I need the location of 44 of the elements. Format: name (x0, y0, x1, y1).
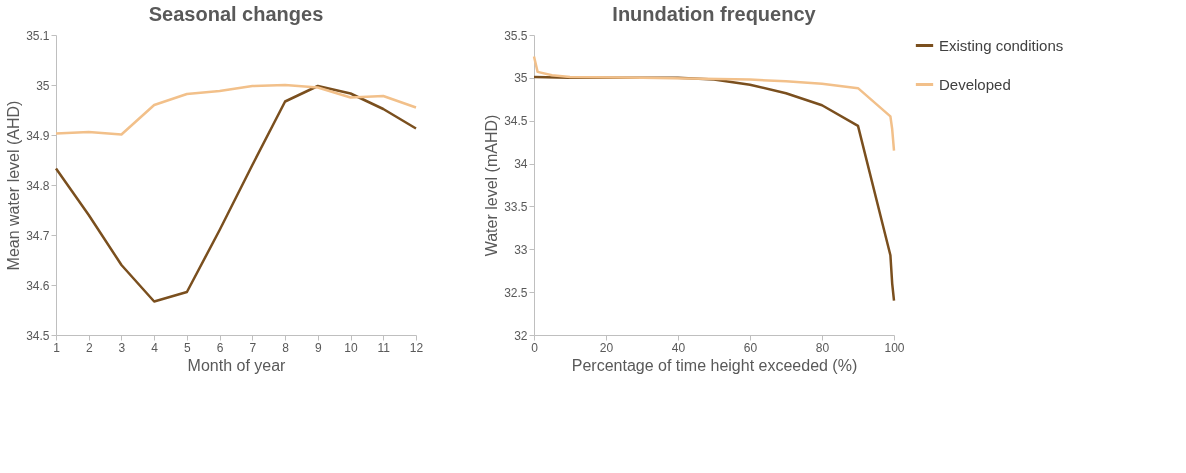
x-tick-label: 1 (53, 340, 61, 355)
x-tick-label: 3 (118, 340, 126, 355)
x-tick-label: 11 (377, 340, 391, 355)
line-series (54, 83, 418, 136)
x-tick-label: 4 (151, 340, 159, 355)
x-tick-label: 5 (184, 340, 192, 355)
x-axis-title: Month of year (187, 356, 287, 374)
y-tick-label: 34.8 (26, 178, 50, 193)
x-tick-label: 8 (282, 340, 290, 355)
x-axis-title: Percentage of time height exceeded (%) (571, 356, 858, 374)
x-tick-label: 10 (344, 340, 359, 355)
y-tick-label: 33.5 (504, 199, 528, 214)
y-tick-label: 34.6 (26, 278, 50, 293)
x-tick-label: 20 (599, 340, 614, 355)
line-series (532, 55, 896, 152)
y-axis-title: Mean water level (AHD) (5, 100, 23, 271)
y-tick-label: 35.5 (504, 28, 528, 43)
x-tick-label: 80 (815, 340, 830, 355)
x-tick-label: 2 (85, 340, 93, 355)
x-tick-label: 0 (531, 340, 539, 355)
y-axis-title: Water level (mAHD) (483, 114, 501, 257)
x-tick-label: 12 (409, 340, 424, 355)
y-tick-label: 34.7 (26, 228, 50, 243)
y-tick-label: 35.1 (26, 28, 50, 43)
chart-title: Seasonal changes (148, 3, 324, 25)
legend-label: Developed (939, 75, 1011, 93)
y-tick-label: 35 (36, 78, 50, 93)
x-tick-label: 6 (216, 340, 224, 355)
x-tick-label: 7 (249, 340, 257, 355)
x-tick-label: 40 (671, 340, 686, 355)
chart-title: Inundation frequency (612, 3, 817, 25)
line-series (54, 84, 418, 303)
x-tick-label: 9 (314, 340, 322, 355)
y-tick-label: 33 (514, 242, 528, 257)
y-tick-label: 32.5 (504, 285, 528, 300)
y-tick-label: 34.5 (504, 114, 528, 129)
y-tick-label: 34 (514, 157, 528, 172)
y-tick-label: 32 (514, 328, 528, 343)
y-tick-label: 34.9 (26, 128, 50, 143)
legend-label: Existing conditions (939, 36, 1064, 54)
x-tick-label: 100 (884, 340, 905, 355)
x-tick-label: 60 (743, 340, 758, 355)
y-tick-label: 35 (514, 71, 528, 86)
y-tick-label: 34.5 (26, 328, 50, 343)
